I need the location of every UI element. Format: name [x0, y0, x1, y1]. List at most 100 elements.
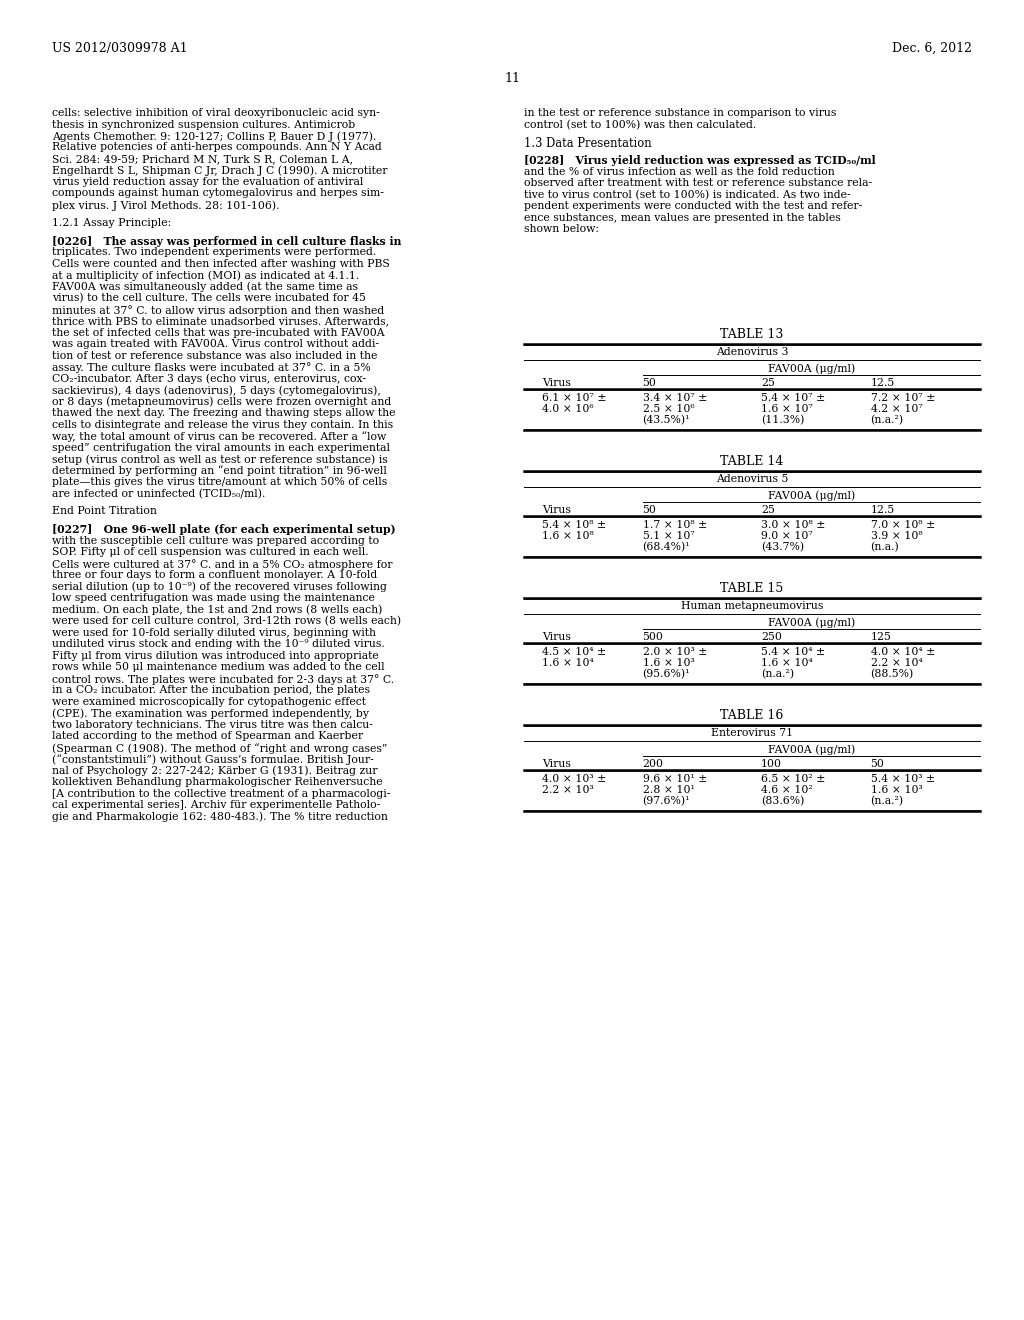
Text: 100: 100 [761, 759, 782, 770]
Text: (Spearman C (1908). The method of “right and wrong cases”: (Spearman C (1908). The method of “right… [52, 743, 387, 754]
Text: control (set to 100%) was then calculated.: control (set to 100%) was then calculate… [524, 120, 757, 129]
Text: 1.6 × 10³: 1.6 × 10³ [870, 785, 923, 795]
Text: TABLE 14: TABLE 14 [720, 455, 783, 469]
Text: (n.a.²): (n.a.²) [870, 796, 904, 807]
Text: with the susceptible cell culture was prepared according to: with the susceptible cell culture was pr… [52, 536, 379, 545]
Text: 2.0 × 10³ ±: 2.0 × 10³ ± [643, 647, 707, 657]
Text: TABLE 15: TABLE 15 [720, 582, 783, 595]
Text: Dec. 6, 2012: Dec. 6, 2012 [892, 42, 972, 55]
Text: 12.5: 12.5 [870, 506, 895, 515]
Text: Adenovirus 5: Adenovirus 5 [716, 474, 788, 484]
Text: 2.5 × 10⁶: 2.5 × 10⁶ [643, 404, 694, 414]
Text: 50: 50 [643, 506, 656, 515]
Text: way, the total amount of virus can be recovered. After a “low: way, the total amount of virus can be re… [52, 432, 386, 442]
Text: 4.5 × 10⁴ ±: 4.5 × 10⁴ ± [543, 647, 606, 657]
Text: 5.4 × 10³ ±: 5.4 × 10³ ± [870, 774, 935, 784]
Text: [0228]   Virus yield reduction was expressed as TCID₅₀/ml: [0228] Virus yield reduction was express… [524, 156, 876, 166]
Text: virus yield reduction assay for the evaluation of antiviral: virus yield reduction assay for the eval… [52, 177, 364, 187]
Text: tive to virus control (set to 100%) is indicated. As two inde-: tive to virus control (set to 100%) is i… [524, 190, 851, 199]
Text: 4.6 × 10²: 4.6 × 10² [761, 785, 813, 795]
Text: Fifty μl from virus dilution was introduced into appropriate: Fifty μl from virus dilution was introdu… [52, 651, 379, 661]
Text: 1.3 Data Presentation: 1.3 Data Presentation [524, 137, 651, 150]
Text: 1.7 × 10⁸ ±: 1.7 × 10⁸ ± [643, 520, 707, 531]
Text: pendent experiments were conducted with the test and refer-: pendent experiments were conducted with … [524, 201, 862, 211]
Text: 500: 500 [643, 632, 664, 642]
Text: 1.6 × 10³: 1.6 × 10³ [643, 657, 694, 668]
Text: (43.7%): (43.7%) [761, 543, 804, 552]
Text: Relative potencies of anti-herpes compounds. Ann N Y Acad: Relative potencies of anti-herpes compou… [52, 143, 382, 153]
Text: shown below:: shown below: [524, 224, 599, 234]
Text: 5.4 × 10⁸ ±: 5.4 × 10⁸ ± [543, 520, 606, 531]
Text: 1.2.1 Assay Principle:: 1.2.1 Assay Principle: [52, 218, 171, 228]
Text: 50: 50 [643, 378, 656, 388]
Text: Virus: Virus [543, 759, 571, 770]
Text: Sci. 284: 49-59; Prichard M N, Turk S R, Coleman L A,: Sci. 284: 49-59; Prichard M N, Turk S R,… [52, 154, 353, 164]
Text: in the test or reference substance in comparison to virus: in the test or reference substance in co… [524, 108, 837, 117]
Text: thesis in synchronized suspension cultures. Antimicrob: thesis in synchronized suspension cultur… [52, 120, 355, 129]
Text: were used for cell culture control, 3rd-12th rows (8 wells each): were used for cell culture control, 3rd-… [52, 616, 401, 627]
Text: [A contribution to the collective treatment of a pharmacologi-: [A contribution to the collective treatm… [52, 789, 390, 799]
Text: (95.6%)¹: (95.6%)¹ [643, 669, 690, 680]
Text: 200: 200 [643, 759, 664, 770]
Text: 4.0 × 10⁶: 4.0 × 10⁶ [543, 404, 594, 414]
Text: Agents Chemother. 9: 120-127; Collins P, Bauer D J (1977).: Agents Chemother. 9: 120-127; Collins P,… [52, 131, 377, 141]
Text: Adenovirus 3: Adenovirus 3 [716, 347, 788, 356]
Text: tion of test or reference substance was also included in the: tion of test or reference substance was … [52, 351, 378, 360]
Text: 9.0 × 10⁷: 9.0 × 10⁷ [761, 531, 813, 541]
Text: 3.9 × 10⁸: 3.9 × 10⁸ [870, 531, 923, 541]
Text: undiluted virus stock and ending with the 10⁻⁹ diluted virus.: undiluted virus stock and ending with th… [52, 639, 385, 649]
Text: Virus: Virus [543, 378, 571, 388]
Text: or 8 days (metapneumovirus) cells were frozen overnight and: or 8 days (metapneumovirus) cells were f… [52, 396, 391, 407]
Text: Cells were cultured at 37° C. and in a 5% CO₂ atmosphere for: Cells were cultured at 37° C. and in a 5… [52, 558, 392, 570]
Text: 7.2 × 10⁷ ±: 7.2 × 10⁷ ± [870, 393, 935, 403]
Text: setup (virus control as well as test or reference substance) is: setup (virus control as well as test or … [52, 454, 388, 465]
Text: minutes at 37° C. to allow virus adsorption and then washed: minutes at 37° C. to allow virus adsorpt… [52, 305, 384, 315]
Text: speed” centrifugation the viral amounts in each experimental: speed” centrifugation the viral amounts … [52, 442, 390, 453]
Text: (CPE). The examination was performed independently, by: (CPE). The examination was performed ind… [52, 709, 369, 719]
Text: FAV00A (μg/ml): FAV00A (μg/ml) [768, 744, 855, 755]
Text: lated according to the method of Spearman and Kaerber: lated according to the method of Spearma… [52, 731, 364, 742]
Text: 5.4 × 10⁷ ±: 5.4 × 10⁷ ± [761, 393, 825, 403]
Text: (“constantstimuli”) without Gauss’s formulae. British Jour-: (“constantstimuli”) without Gauss’s form… [52, 754, 374, 766]
Text: 9.6 × 10¹ ±: 9.6 × 10¹ ± [643, 774, 707, 784]
Text: CO₂-incubator. After 3 days (echo virus, enterovirus, cox-: CO₂-incubator. After 3 days (echo virus,… [52, 374, 366, 384]
Text: 2.2 × 10³: 2.2 × 10³ [543, 785, 594, 795]
Text: FAV00A was simultaneously added (at the same time as: FAV00A was simultaneously added (at the … [52, 281, 358, 292]
Text: thrice with PBS to eliminate unadsorbed viruses. Afterwards,: thrice with PBS to eliminate unadsorbed … [52, 317, 389, 326]
Text: (88.5%): (88.5%) [870, 669, 913, 680]
Text: [0227]   One 96-well plate (for each experimental setup): [0227] One 96-well plate (for each exper… [52, 524, 395, 536]
Text: 1.6 × 10⁴: 1.6 × 10⁴ [543, 657, 594, 668]
Text: 5.1 × 10⁷: 5.1 × 10⁷ [643, 531, 694, 541]
Text: 3.0 × 10⁸ ±: 3.0 × 10⁸ ± [761, 520, 825, 531]
Text: (68.4%)¹: (68.4%)¹ [643, 543, 690, 552]
Text: sackievirus), 4 days (adenovirus), 5 days (cytomegalovirus),: sackievirus), 4 days (adenovirus), 5 day… [52, 385, 381, 396]
Text: 6.5 × 10² ±: 6.5 × 10² ± [761, 774, 825, 784]
Text: 11: 11 [504, 73, 520, 84]
Text: were used for 10-fold serially diluted virus, beginning with: were used for 10-fold serially diluted v… [52, 628, 376, 638]
Text: FAV00A (μg/ml): FAV00A (μg/ml) [768, 490, 855, 500]
Text: virus) to the cell culture. The cells were incubated for 45: virus) to the cell culture. The cells we… [52, 293, 366, 304]
Text: compounds against human cytomegalovirus and herpes sim-: compounds against human cytomegalovirus … [52, 189, 384, 198]
Text: [0226]   The assay was performed in cell culture flasks in: [0226] The assay was performed in cell c… [52, 236, 401, 247]
Text: in a CO₂ incubator. After the incubation period, the plates: in a CO₂ incubator. After the incubation… [52, 685, 370, 696]
Text: were examined microscopically for cytopathogenic effect: were examined microscopically for cytopa… [52, 697, 366, 706]
Text: serial dilution (up to 10⁻⁹) of the recovered viruses following: serial dilution (up to 10⁻⁹) of the reco… [52, 582, 387, 593]
Text: (43.5%)¹: (43.5%)¹ [643, 414, 690, 425]
Text: 50: 50 [870, 759, 885, 770]
Text: 6.1 × 10⁷ ±: 6.1 × 10⁷ ± [543, 393, 607, 403]
Text: SOP. Fifty μl of cell suspension was cultured in each well.: SOP. Fifty μl of cell suspension was cul… [52, 548, 369, 557]
Text: triplicates. Two independent experiments were performed.: triplicates. Two independent experiments… [52, 247, 376, 257]
Text: 5.4 × 10⁴ ±: 5.4 × 10⁴ ± [761, 647, 825, 657]
Text: ence substances, mean values are presented in the tables: ence substances, mean values are present… [524, 213, 841, 223]
Text: Virus: Virus [543, 632, 571, 642]
Text: 1.6 × 10⁸: 1.6 × 10⁸ [543, 531, 594, 541]
Text: (n.a.): (n.a.) [870, 543, 899, 552]
Text: at a multiplicity of infection (MOI) as indicated at 4.1.1.: at a multiplicity of infection (MOI) as … [52, 271, 359, 281]
Text: 4.0 × 10³ ±: 4.0 × 10³ ± [543, 774, 606, 784]
Text: 4.0 × 10⁴ ±: 4.0 × 10⁴ ± [870, 647, 935, 657]
Text: cells to disintegrate and release the virus they contain. In this: cells to disintegrate and release the vi… [52, 420, 393, 429]
Text: Enterovirus 71: Enterovirus 71 [711, 729, 793, 738]
Text: Human metapneumovirus: Human metapneumovirus [681, 601, 823, 611]
Text: 2.2 × 10⁴: 2.2 × 10⁴ [870, 657, 923, 668]
Text: plex virus. J Virol Methods. 28: 101-106).: plex virus. J Virol Methods. 28: 101-106… [52, 201, 280, 211]
